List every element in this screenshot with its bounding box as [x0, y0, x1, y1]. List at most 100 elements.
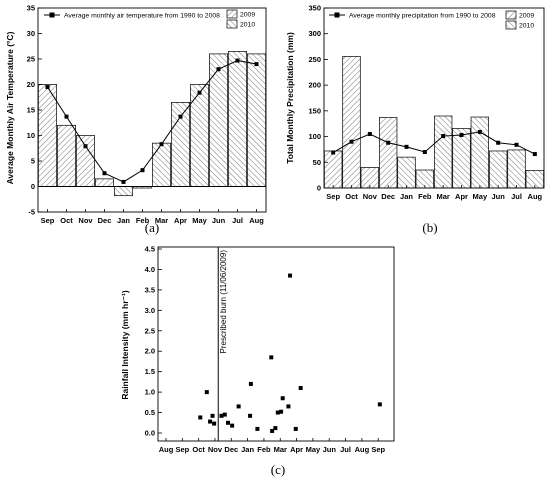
chart-a-average-marker-May — [197, 90, 202, 95]
chart-c-xtick-label: Feb — [257, 445, 271, 454]
chart-c-point-13 — [269, 355, 274, 360]
chart-b-xtick-label: Jan — [400, 192, 413, 201]
chart-b-average-line — [332, 131, 536, 155]
chart-c-burn-annotation: Prescribed burn (11/06/2009) — [219, 250, 228, 354]
chart-c-point-11 — [248, 381, 253, 386]
chart-c-point-12 — [255, 426, 260, 431]
chart-b-bar-2009-Nov — [360, 167, 379, 189]
chart-c-xtick-label: Jul — [340, 445, 351, 454]
chart-c-ytick-label: 2.0 — [145, 347, 155, 356]
chart-b-panel-label: (b) — [422, 220, 437, 235]
chart-c-point-1 — [204, 390, 209, 395]
chart-b-average-marker-Dec — [386, 140, 391, 145]
chart-b: Total Monthly Precipitation (mm) 0 50 100 1… — [285, 4, 545, 201]
chart-b-average-marker-Jun — [496, 140, 501, 145]
chart-b-legend-line-label: Average monthly precipitation from 1990 … — [349, 13, 496, 20]
chart-c-xtick-label: Sep — [371, 445, 385, 454]
chart-a-ytick-label: 0 — [31, 182, 35, 191]
chart-c-frame — [157, 246, 395, 442]
chart-c-ylabel: Rainfall Intensity (mm hr⁻¹) — [120, 290, 130, 399]
chart-c-point-18 — [280, 396, 285, 401]
chart-b-legend-2010-label: 2010 — [519, 23, 534, 30]
chart-b-bar-2010-May — [470, 116, 489, 189]
chart-c-xtick-label: Sep — [175, 445, 189, 454]
chart-c-point-14 — [270, 428, 275, 433]
chart-b-xtick-label: Oct — [345, 192, 358, 201]
chart-b-bar-2010-Jul — [507, 149, 526, 189]
chart-c-point-16 — [275, 410, 280, 415]
chart-c-ytick-label: 1.5 — [145, 367, 155, 376]
chart-b-xtick-label: Aug — [528, 192, 543, 201]
chart-a-xtick-label: Jun — [212, 216, 226, 225]
chart-b-xtick-label: Feb — [418, 192, 432, 201]
chart-a-average-marker-Dec — [102, 171, 107, 176]
chart-a-xtick-label: May — [192, 216, 207, 225]
chart-c-ytick-label: 4.5 — [145, 245, 155, 254]
chart-b-legend-line-marker — [334, 12, 340, 18]
chart-a-average-marker-Mar — [159, 142, 164, 147]
chart-b-bar-2010-Jan — [397, 156, 416, 189]
chart-c-point-6 — [222, 412, 227, 417]
chart-c-point-8 — [230, 423, 235, 428]
chart-a-bar-2009-Sep — [38, 84, 57, 187]
chart-c-ytick-label: 4.0 — [145, 265, 155, 274]
chart-b-ytick-label: 150 — [308, 106, 321, 115]
chart-a-legend-line-marker — [49, 12, 55, 18]
chart-a-ytick-label: 20 — [27, 80, 35, 89]
chart-c-ytick-label: 0.0 — [145, 429, 155, 438]
chart-c-ytick-label: 3.5 — [145, 285, 155, 294]
chart-c-point-19 — [286, 404, 291, 409]
chart-c-xtick-label: Mar — [274, 445, 287, 454]
chart-b-ytick-label: 300 — [308, 29, 321, 38]
chart-b-bar-2010-Mar — [434, 115, 453, 189]
chart-a-average-marker-Oct — [64, 114, 69, 119]
chart-b-xtick-label: Jun — [491, 192, 505, 201]
chart-a-average-marker-Jul — [235, 58, 240, 63]
chart-b-bar-2009-Sep — [324, 150, 343, 189]
chart-a-xtick-label: Feb — [136, 216, 150, 225]
chart-a-average-marker-Feb — [140, 168, 145, 173]
chart-a-bar-2010-Jun — [209, 53, 228, 187]
chart-c-xtick-label: Dec — [224, 445, 238, 454]
chart-b-xtick-label: Sep — [326, 192, 340, 201]
chart-a-ytick-label: 35 — [27, 4, 35, 13]
chart-a-bar-2009-Dec — [95, 178, 114, 187]
chart-c-ytick-label: 1.0 — [145, 388, 155, 397]
chart-b-average-marker-Jul — [514, 142, 519, 147]
chart-a-average-marker-Jan — [121, 179, 126, 184]
chart-b-average-marker-Apr — [459, 133, 464, 138]
chart-b-ytick-label: 350 — [308, 4, 321, 13]
chart-a-panel-label: (a) — [145, 220, 159, 235]
chart-b-average-marker-Jan — [404, 144, 409, 149]
chart-c-point-2 — [208, 419, 213, 424]
chart-a-xtick-label: Dec — [98, 216, 112, 225]
chart-b-legend-2009-label: 2009 — [519, 13, 534, 20]
chart-c-xtick-label: Apr — [290, 445, 303, 454]
chart-c-point-0 — [198, 415, 203, 420]
chart-c-xtick-label: Jun — [323, 445, 337, 454]
chart-c-point-7 — [226, 420, 231, 425]
chart-b-bar-2009-Dec — [379, 117, 398, 189]
chart-b-xtick-label: Mar — [436, 192, 449, 201]
chart-b-ytick-label: 200 — [308, 81, 321, 90]
chart-a-average-marker-Sep — [45, 85, 50, 90]
chart-a-ytick-label: 15 — [27, 106, 35, 115]
chart-a-ytick-label: 5 — [31, 157, 35, 166]
chart-a-xtick-label: Nov — [78, 216, 93, 225]
chart-a-average-marker-Aug — [254, 62, 259, 67]
chart-b-legend-2009-swatch — [505, 10, 517, 20]
chart-a-ylabel: Average Monthly Air Temperature (°C) — [5, 31, 15, 184]
chart-a-average-marker-Nov — [83, 144, 88, 149]
chart-b-average-marker-Feb — [422, 150, 427, 154]
chart-a-ytick-label: 30 — [27, 29, 35, 38]
chart-c-point-20 — [288, 273, 293, 278]
chart-b-average-marker-Oct — [349, 139, 354, 144]
chart-b-legend: Average monthly precipitation from 1990 … — [329, 10, 534, 30]
chart-a-xtick-label: Aug — [249, 216, 264, 225]
chart-c: Rainfall Intensity (mm hr⁻¹) 0.0 0.5 1.0 1.… — [120, 245, 395, 454]
chart-b-xtick-label: Dec — [381, 192, 395, 201]
chart-a-ytick-label: 10 — [27, 131, 35, 140]
chart-a-xtick-label: Oct — [60, 216, 73, 225]
chart-b-xtick-label: Nov — [363, 192, 378, 201]
